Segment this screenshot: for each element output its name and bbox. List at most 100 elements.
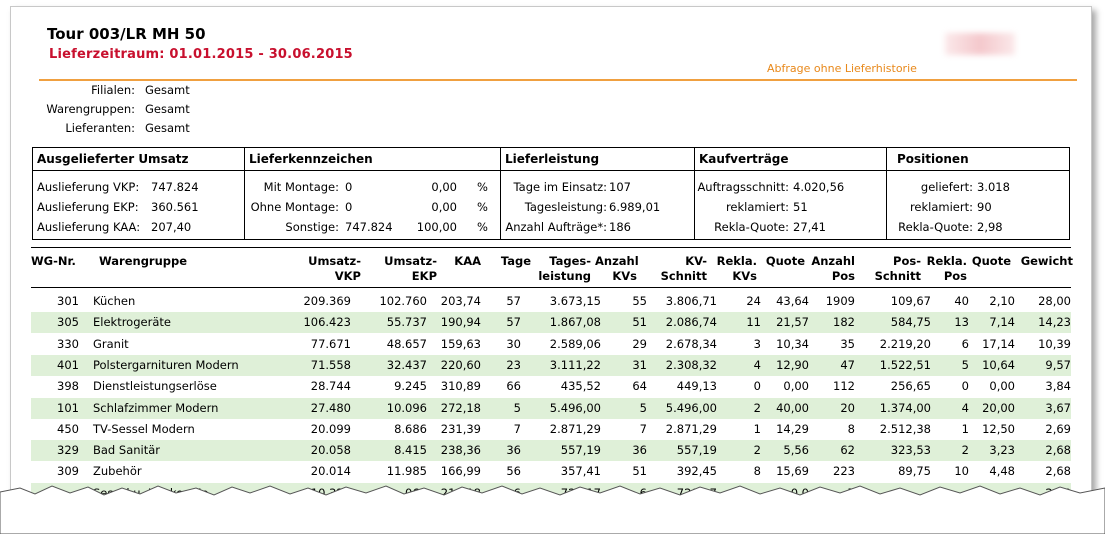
cell-kv-schnitt: 5.496,00 <box>665 400 717 415</box>
summary-value: 186 <box>609 220 631 234</box>
cell-quote-pos: 2,10 <box>989 294 1015 308</box>
cell-tagesleistung: 3.111,22 <box>549 357 601 372</box>
filter-value: Gesamt <box>145 83 190 97</box>
cell-rekla-pos: 10 <box>954 464 969 479</box>
cell-wgnr: 309 <box>57 464 79 479</box>
cell-pos-schnitt: 2.512,38 <box>879 421 931 436</box>
cell-rekla-pos: 1 <box>961 421 969 436</box>
cell-pos-schnitt: 2.219,20 <box>879 336 931 351</box>
summary-unit: % <box>477 220 488 234</box>
cell-tagesleistung: 435,52 <box>560 379 601 394</box>
cell-quote: 40,00 <box>776 400 809 415</box>
col-header-line: Schnitt <box>874 269 921 283</box>
cell-quote-pos: 0,00 <box>989 379 1015 394</box>
cell-quote-pos: 3,23 <box>989 443 1015 458</box>
cell-warengruppe: Küchen <box>93 294 136 308</box>
cell-kaa: 166,99 <box>440 464 481 479</box>
summary-heading: Lieferkennzeichen <box>249 152 373 166</box>
col-header-line: Rekla. <box>926 254 967 268</box>
col-header-line: leistung <box>538 269 591 283</box>
cell-umsatz-ekp: 102.760 <box>379 294 427 308</box>
cell-anzahl-kvs: 5 <box>639 400 647 415</box>
cell-kaa: 272,18 <box>440 400 481 415</box>
cell-anzahl-pos: 182 <box>833 315 855 330</box>
cell-gewicht: 3,84 <box>1045 379 1071 394</box>
summary-separator <box>887 170 1069 171</box>
delivery-period: Lieferzeitraum: 01.01.2015 - 30.06.2015 <box>49 47 353 62</box>
cell-gewicht: 3,67 <box>1045 400 1071 415</box>
summary-value: 51 <box>793 200 808 214</box>
col-header-line: Anzahl <box>595 254 639 268</box>
summary-kennzeichen: Lieferkennzeichen Mit Montage: 0 0,00 % … <box>245 148 501 239</box>
cell-wgnr: 398 <box>57 379 79 394</box>
cell-tage: 57 <box>506 315 521 330</box>
col-header-line: KVs <box>732 269 757 283</box>
summary-label: Rekla-Quote: <box>898 220 973 234</box>
col-header-gewicht: Gewicht <box>1020 254 1073 268</box>
cell-quote: 10,34 <box>776 336 809 351</box>
summary-label: Mit Montage: <box>263 180 339 194</box>
query-note: Abfrage ohne Lieferhistorie <box>767 62 917 75</box>
col-header-line: Pos <box>943 269 967 283</box>
cell-kaa: 190,94 <box>440 315 481 330</box>
cell-anzahl-kvs: 51 <box>632 464 647 479</box>
summary-label: reklamiert: <box>909 200 973 214</box>
cell-pos-schnitt: 256,65 <box>890 379 931 394</box>
table-header-rule <box>31 287 1071 288</box>
col-header-anzahl-kvs: Anzahl KVs <box>595 254 639 284</box>
cell-tagesleistung: 5.496,00 <box>549 400 601 415</box>
cell-tagesleistung: 2.589,06 <box>549 336 601 351</box>
cell-wgnr: 305 <box>57 315 79 330</box>
summary-value: 4.020,56 <box>793 180 845 194</box>
summary-leistung: Lieferleistung Tage im Einsatz: 107 Tage… <box>501 148 695 239</box>
col-header-anzahl-pos: Anzahl Pos <box>807 254 855 284</box>
cell-kv-schnitt: 392,45 <box>676 464 717 479</box>
blurred-logo <box>945 33 1015 55</box>
cell-wgnr: 450 <box>57 421 79 436</box>
filter-label: Lieferanten: <box>65 121 135 135</box>
cell-wgnr: 329 <box>57 443 79 458</box>
cell-warengruppe: Granit <box>93 336 129 351</box>
table-row: 301 Küchen 209.369 102.760 203,74 57 3.673,15 5… <box>31 291 1071 312</box>
table-row: 330 Granit 77.671 48.657 159,63 30 2.589,06 29 2… <box>31 334 1071 355</box>
table-row: 101 Schlafzimmer Modern 27.480 10.096 272,18… <box>31 397 1071 419</box>
col-header-quote: Quote <box>765 254 805 268</box>
cell-quote-pos: 7,14 <box>989 315 1015 330</box>
col-header-kv-schnitt: KV- Schnitt <box>641 254 707 284</box>
cell-umsatz-ekp: 10.096 <box>386 400 427 415</box>
cell-umsatz-vkp: 20.058 <box>310 443 351 458</box>
cell-rekla-pos: 0 <box>961 379 969 394</box>
cell-kaa: 203,74 <box>440 294 481 308</box>
col-header-line: Umsatz- <box>384 254 437 268</box>
cell-warengruppe: Schlafzimmer Modern <box>93 400 219 415</box>
cell-gewicht: 2,68 <box>1045 464 1071 479</box>
cell-tagesleistung: 2.871,29 <box>549 421 601 436</box>
col-header-tagesleistung: Tages-leistung <box>531 254 591 284</box>
summary-heading: Positionen <box>897 152 969 166</box>
cell-anzahl-kvs: 55 <box>632 294 647 308</box>
cell-anzahl-pos: 8 <box>847 421 855 436</box>
summary-label: Auftragsschnitt: <box>697 180 789 194</box>
cell-umsatz-ekp: 9.245 <box>394 379 427 394</box>
cell-rekla-kvs: 24 <box>746 294 761 308</box>
cell-quote-pos: 10,64 <box>982 357 1015 372</box>
cell-quote: 21,57 <box>776 315 809 330</box>
cell-gewicht: 2,69 <box>1045 421 1071 436</box>
cell-pos-schnitt: 1.522,51 <box>879 357 931 372</box>
report-title: Tour 003/LR MH 50 <box>47 25 206 43</box>
col-header-wgnr: WG-Nr. <box>31 254 76 268</box>
cell-warengruppe: Zubehör <box>93 464 142 479</box>
summary-label: Ohne Montage: <box>250 200 339 214</box>
col-header-kaa: KAA <box>454 254 481 268</box>
cell-kv-schnitt: 3.806,71 <box>665 294 717 308</box>
col-header-line: KV- <box>685 254 707 268</box>
cell-rekla-pos: 2 <box>961 443 969 458</box>
col-header-warengruppe: Warengruppe <box>99 254 188 268</box>
cell-kaa: 310,89 <box>440 379 481 394</box>
col-header-ekp: Umsatz- EKP <box>361 254 437 284</box>
cell-anzahl-pos: 20 <box>840 400 855 415</box>
col-header-line: Anzahl <box>811 254 855 268</box>
summary-separator <box>695 170 886 171</box>
cell-kaa: 231,39 <box>440 421 481 436</box>
cell-kv-schnitt: 2.871,29 <box>665 421 717 436</box>
